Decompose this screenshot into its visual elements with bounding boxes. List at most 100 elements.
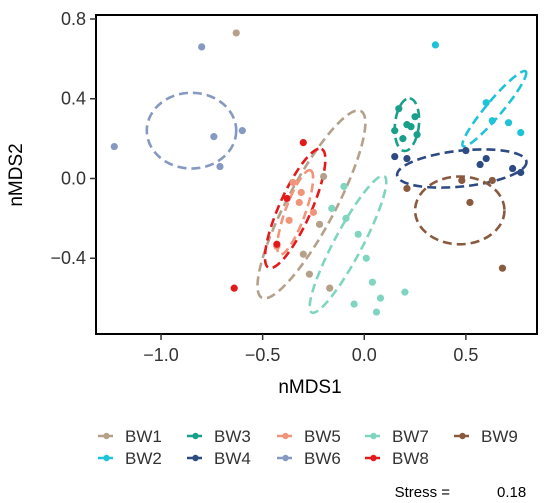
legend-key-dot — [192, 454, 199, 462]
point-bw8-4 — [283, 194, 291, 203]
point-bw4-5 — [509, 164, 517, 173]
point-bw7-1 — [340, 182, 348, 191]
point-bw4-7 — [476, 160, 484, 169]
legend-item-bw2: BW2 — [98, 449, 162, 468]
point-bw7-9 — [372, 308, 381, 316]
point-bw6-5 — [216, 162, 224, 171]
ellipse-bw1 — [256, 109, 367, 300]
ellipse-bw4 — [395, 148, 528, 189]
legend-label: BW5 — [304, 427, 341, 446]
ellipse-bw5 — [275, 168, 315, 256]
x-tick-label: −0.5 — [245, 345, 281, 365]
point-bw1-2 — [320, 172, 328, 181]
ellipse-bw8 — [263, 147, 327, 270]
legend-label: BW8 — [392, 449, 429, 468]
point-bw7-2 — [328, 204, 336, 212]
point-bw8-3 — [273, 240, 281, 248]
points-layer — [110, 29, 525, 316]
point-bw6-2 — [198, 43, 206, 51]
point-bw3-2 — [391, 127, 399, 135]
point-bw9-1 — [403, 184, 411, 193]
point-bw9-3 — [488, 176, 496, 185]
legend-key-dot — [370, 454, 377, 462]
x-axis-title: nMDS1 — [278, 377, 341, 398]
point-bw3-6 — [399, 135, 407, 143]
ellipse-bw2 — [461, 69, 528, 148]
point-bw1-3 — [299, 250, 307, 258]
point-bw3-7 — [403, 121, 411, 129]
legend-key-dot — [103, 454, 110, 462]
point-bw5-6 — [297, 188, 305, 197]
point-bw2-3 — [504, 119, 513, 127]
legend-item-bw4: BW4 — [187, 449, 251, 468]
legend-label: BW4 — [214, 449, 251, 468]
point-bw7-6 — [368, 278, 376, 286]
y-tick-label: −0.4 — [50, 248, 86, 268]
legend: BW1 BW2 BW3 BW4 BW5 BW6 BW7 BW8 BW9 — [98, 427, 518, 468]
point-bw6-4 — [238, 127, 246, 135]
point-bw7-3 — [342, 214, 350, 222]
point-bw1-4 — [326, 284, 334, 292]
point-bw1-1 — [232, 29, 240, 37]
point-bw5-2 — [295, 198, 303, 207]
legend-key-dot — [282, 454, 289, 462]
point-bw2-4 — [488, 117, 496, 125]
legend-item-bw8: BW8 — [365, 449, 429, 468]
point-bw3-1 — [395, 105, 403, 113]
point-bw4-3 — [462, 146, 470, 155]
legend-label: BW3 — [214, 427, 251, 446]
point-bw9-2 — [458, 176, 466, 185]
legend-item-bw1: BW1 — [98, 427, 162, 446]
point-bw5-1 — [289, 178, 297, 187]
point-bw4-2 — [403, 154, 411, 163]
legend-key-dot — [192, 432, 199, 440]
point-bw2-2 — [517, 129, 525, 137]
point-bw4-6 — [517, 168, 525, 177]
point-bw4-1 — [391, 152, 399, 161]
point-bw8-1 — [230, 284, 238, 292]
point-bw2-5 — [482, 99, 490, 107]
legend-key-dot — [370, 432, 377, 440]
point-bw6-1 — [110, 142, 118, 151]
point-bw7-4 — [354, 230, 362, 238]
legend-label: BW7 — [392, 427, 429, 446]
legend-item-bw9: BW9 — [454, 427, 518, 446]
point-bw1-6 — [315, 220, 324, 228]
point-bw1-5 — [305, 270, 313, 278]
point-bw9-5 — [498, 264, 507, 272]
y-axis: 0.8 0.4 0.0 −0.4 — [50, 9, 96, 268]
legend-key-dot — [459, 432, 466, 440]
x-tick-label: −1.0 — [143, 345, 179, 365]
x-tick-label: 0.0 — [352, 345, 377, 365]
y-tick-label: 0.8 — [61, 9, 86, 29]
point-bw7-8 — [401, 288, 409, 296]
y-axis-title: nMDS2 — [6, 143, 27, 206]
point-bw3-5 — [411, 113, 419, 121]
point-bw6-3 — [210, 133, 218, 141]
point-bw7-5 — [362, 254, 370, 262]
point-bw2-1 — [431, 41, 439, 49]
legend-label: BW6 — [304, 449, 341, 468]
point-bw9-4 — [466, 198, 474, 207]
point-bw7-10 — [350, 300, 358, 308]
legend-key-dot — [282, 432, 289, 440]
ellipses-layer — [145, 69, 528, 315]
legend-label: BW1 — [125, 427, 162, 446]
ellipse-bw6 — [145, 91, 238, 170]
point-bw5-3 — [285, 216, 293, 224]
stress-label: Stress = — [395, 484, 451, 501]
legend-item-bw3: BW3 — [187, 427, 251, 446]
legend-item-bw5: BW5 — [277, 427, 341, 446]
legend-key-dot — [103, 432, 110, 440]
legend-label: BW2 — [125, 449, 162, 468]
x-tick-label: 0.5 — [453, 345, 478, 365]
point-bw4-4 — [482, 154, 490, 163]
point-bw5-4 — [309, 208, 318, 216]
plot-panel-border — [95, 14, 538, 335]
point-bw8-2 — [299, 139, 307, 147]
point-bw3-4 — [413, 131, 421, 139]
stress-value: 0.18 — [497, 484, 526, 501]
legend-label: BW9 — [481, 427, 518, 446]
point-bw7-7 — [376, 294, 385, 302]
